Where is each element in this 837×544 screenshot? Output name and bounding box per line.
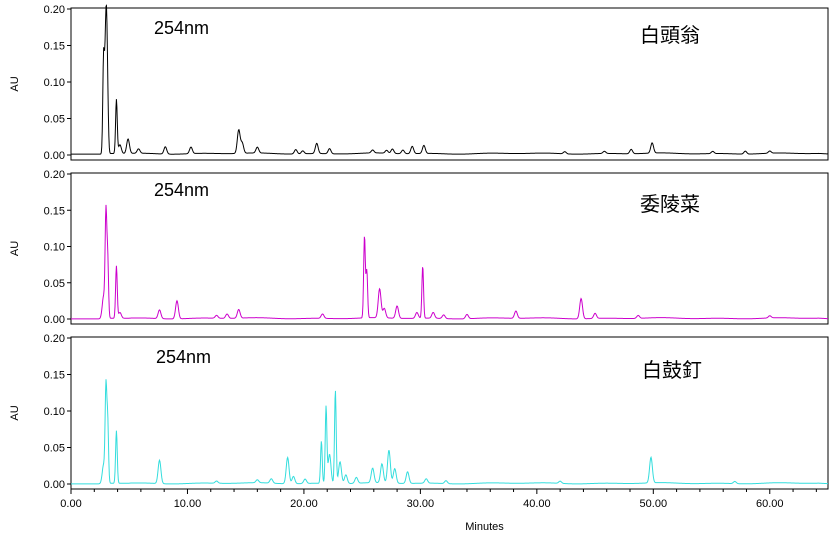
chromatogram-trace	[71, 379, 829, 485]
panel-frame	[70, 336, 829, 490]
x-axis-title: Minutes	[465, 521, 504, 533]
panel-frame	[70, 7, 829, 161]
y-tick-label: 0.00	[44, 150, 65, 162]
chromatogram-panel-2: 0.00 0.05 0.10 0.15 0.20 AU 254nm 委陵菜	[9, 169, 829, 326]
y-tick-label: 0.20	[44, 333, 65, 345]
y-tick-label: 0.05	[44, 114, 65, 126]
chromatogram-panel-1: 0.00 0.05 0.10 0.15 0.20 AU 254nm 白頭翁	[9, 4, 829, 162]
y-tick-label: 0.15	[44, 370, 65, 382]
y-tick-label: 0.20	[44, 169, 65, 181]
y-tick-label: 0.20	[44, 4, 65, 16]
sample-name-label: 白頭翁	[640, 23, 700, 47]
y-axis-title: AU	[9, 405, 21, 420]
y-tick-label: 0.15	[44, 41, 65, 53]
sample-name-label: 委陵菜	[640, 192, 700, 216]
x-tick-label: 60.00	[756, 498, 784, 510]
panel-frame	[70, 172, 829, 325]
x-tick-label: 10.00	[174, 498, 202, 510]
chromatogram-panel-3: 0.00 0.05 0.10 0.15 0.20 AU 254nm 白鼓釘	[9, 333, 829, 491]
y-tick-label: 0.05	[44, 443, 65, 455]
y-tick-label: 0.05	[44, 278, 65, 290]
x-tick-label: 20.00	[290, 498, 318, 510]
y-tick-label: 0.00	[44, 479, 65, 491]
x-tick-label: 0.00	[60, 498, 81, 510]
x-tick-label: 50.00	[640, 498, 668, 510]
y-tick-label: 0.00	[44, 314, 65, 326]
y-tick-label: 0.10	[44, 242, 65, 254]
y-axis-title: AU	[9, 76, 21, 91]
x-tick-label: 40.00	[523, 498, 551, 510]
y-axis-title: AU	[9, 241, 21, 256]
chromatogram-trace	[71, 4, 829, 155]
y-tick-label: 0.10	[44, 406, 65, 418]
y-tick-label: 0.10	[44, 77, 65, 89]
y-tick-label: 0.15	[44, 205, 65, 217]
wavelength-label: 254nm	[154, 180, 209, 200]
x-tick-label: 30.00	[407, 498, 435, 510]
sample-name-label: 白鼓釘	[642, 358, 702, 382]
wavelength-label: 254nm	[156, 347, 211, 367]
wavelength-label: 254nm	[154, 18, 209, 38]
chromatogram-trace	[71, 204, 829, 320]
